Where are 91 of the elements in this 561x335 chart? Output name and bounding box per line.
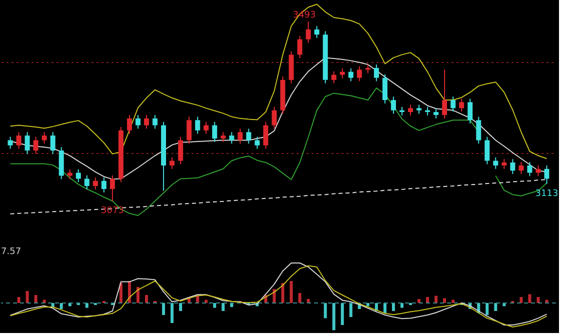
bar xyxy=(290,281,293,303)
bar xyxy=(434,296,438,303)
candlestick xyxy=(144,114,150,130)
bar xyxy=(170,303,174,323)
candlestick xyxy=(84,174,90,190)
bar xyxy=(536,297,540,303)
bar xyxy=(443,298,446,303)
candlestick xyxy=(348,68,354,82)
candlestick xyxy=(476,116,482,144)
candlestick xyxy=(390,96,396,114)
candlestick xyxy=(306,20,311,44)
candlestick xyxy=(263,121,268,150)
candlestick xyxy=(67,168,72,180)
candlestick xyxy=(450,96,456,112)
candlestick xyxy=(331,70,336,84)
bar xyxy=(349,303,352,317)
candlestick xyxy=(442,69,448,119)
bar xyxy=(418,299,421,303)
candlestick xyxy=(24,132,30,154)
candlestick xyxy=(297,35,302,59)
candlestick xyxy=(110,174,115,202)
bar xyxy=(494,303,498,311)
bar xyxy=(366,303,370,306)
candlestick xyxy=(229,132,234,144)
candlestick xyxy=(510,158,516,175)
bar xyxy=(400,303,404,308)
candlestick xyxy=(408,104,413,116)
annotation: 3113 xyxy=(535,188,558,199)
bar xyxy=(136,287,140,303)
bar xyxy=(340,303,344,325)
bar xyxy=(520,297,523,303)
candlestick xyxy=(76,168,81,183)
candlestick xyxy=(434,108,439,119)
bar xyxy=(383,303,386,313)
candlestick xyxy=(220,132,226,142)
bar xyxy=(17,297,20,303)
candlestick xyxy=(254,136,260,150)
annotation: 3073 xyxy=(100,206,124,216)
bar xyxy=(281,283,284,303)
candlestick xyxy=(356,66,362,82)
candlestick xyxy=(493,156,498,170)
candlestick xyxy=(92,176,98,190)
bar xyxy=(486,303,489,315)
bar xyxy=(119,283,122,303)
candlestick xyxy=(502,158,507,170)
candlestick xyxy=(238,128,243,144)
bar xyxy=(179,303,182,311)
candlestick xyxy=(50,132,56,154)
candlestick xyxy=(340,68,345,79)
candlestick xyxy=(374,64,379,82)
candlestick xyxy=(152,114,158,130)
candlestick xyxy=(186,116,192,144)
candlestick xyxy=(195,116,200,134)
candlestick xyxy=(459,98,464,112)
candlestick xyxy=(272,106,277,130)
candlestick xyxy=(135,114,140,130)
candlestick xyxy=(536,164,541,177)
candlestick xyxy=(484,136,490,165)
bar xyxy=(324,303,327,318)
candlestick xyxy=(382,74,388,104)
candlestick xyxy=(314,26,320,39)
bar xyxy=(528,294,532,303)
bar xyxy=(60,303,63,309)
text: 7.57 xyxy=(1,247,22,257)
bar xyxy=(426,297,430,303)
candlestick xyxy=(204,121,209,134)
bar xyxy=(332,303,336,330)
candlestick xyxy=(42,132,47,144)
bar xyxy=(34,295,38,303)
bar xyxy=(222,303,225,311)
candlestick xyxy=(212,121,218,142)
candlestick xyxy=(8,136,13,150)
bar xyxy=(85,303,88,308)
candlestick xyxy=(170,156,175,170)
candlestick xyxy=(101,176,106,193)
candlestick xyxy=(246,128,252,144)
bar xyxy=(213,303,216,308)
candlestick xyxy=(16,132,22,150)
bar xyxy=(26,291,29,303)
candlestick xyxy=(178,136,184,165)
bar xyxy=(392,303,395,311)
candlestick xyxy=(33,136,38,154)
bar xyxy=(145,295,148,303)
candlestick xyxy=(527,162,532,177)
candlestick xyxy=(544,164,550,184)
candlestick xyxy=(468,98,473,124)
candlestick xyxy=(518,162,524,175)
bar xyxy=(162,303,166,315)
candlestick xyxy=(126,114,132,134)
bar xyxy=(298,293,302,303)
bar xyxy=(452,300,455,303)
